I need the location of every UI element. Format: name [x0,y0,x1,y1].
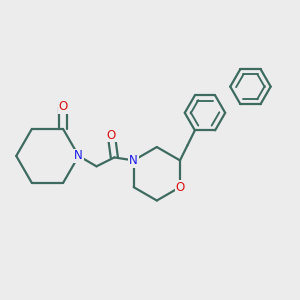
Text: O: O [107,129,116,142]
Text: O: O [176,181,184,194]
Text: N: N [129,154,138,167]
Text: O: O [58,100,68,113]
Text: N: N [74,149,83,162]
